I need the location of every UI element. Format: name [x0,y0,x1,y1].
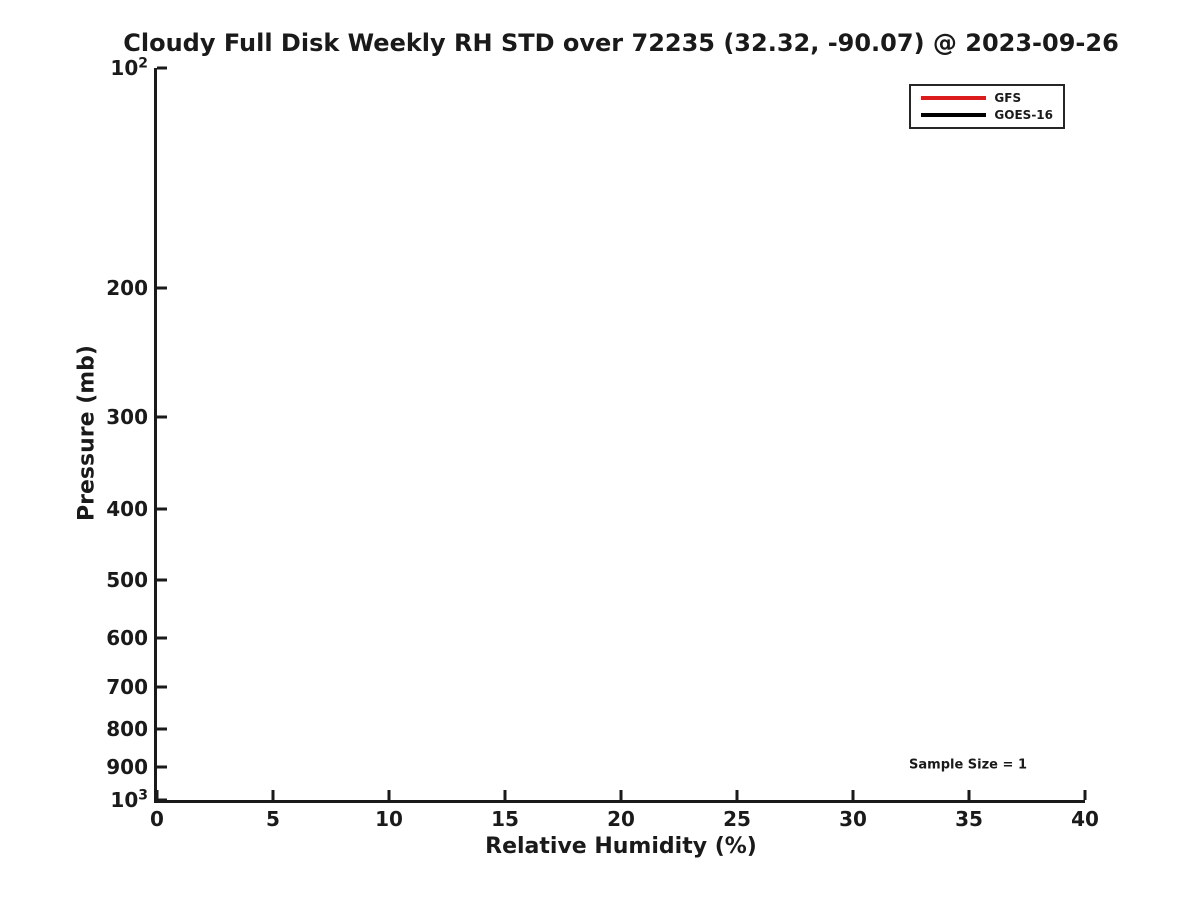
legend: GFS GOES-16 [909,84,1065,129]
y-tick-mark [157,727,167,731]
y-tick-mark [157,66,167,70]
y-tick-mark [157,765,167,768]
x-tick-mark [735,790,739,800]
y-tick-label: 800 [106,717,148,742]
x-tick-mark [387,790,391,800]
x-tick-label: 0 [150,807,164,831]
x-tick-mark [851,790,855,800]
x-tick-mark [619,790,623,800]
x-axis-spine [154,800,1085,803]
legend-line-swatch [921,96,987,100]
y-tick-mark [157,578,167,582]
y-tick-mark [157,685,167,689]
legend-entry-label: GOES-16 [994,108,1053,122]
y-tick-label: 900 [106,754,148,779]
x-tick-label: 5 [266,807,280,831]
x-tick-mark [503,790,507,800]
y-tick-mark [157,415,167,419]
legend-entry: GFS [921,91,1053,105]
chart-title: Cloudy Full Disk Weekly RH STD over 7223… [123,29,1119,57]
legend-entry: GOES-16 [921,108,1053,122]
x-tick-mark [1083,790,1087,800]
y-tick-mark [157,286,167,290]
y-axis-label: Pressure (mb) [74,345,100,521]
y-tick-exponent: 3 [138,787,148,804]
y-tick-label: 300 [106,405,148,430]
x-tick-label: 30 [839,807,867,831]
y-tick-label: 500 [106,567,148,592]
y-tick-label: 200 [106,276,148,301]
y-tick-label: 102 [110,55,148,80]
sample-size-annotation: Sample Size = 1 [909,757,1027,773]
x-tick-mark [155,790,159,800]
y-tick-label: 400 [106,496,148,521]
legend-line-swatch [921,113,987,117]
y-tick-label: 700 [106,674,148,699]
x-tick-label: 10 [375,807,403,831]
y-tick-label: 600 [106,625,148,650]
y-axis-spine [154,68,157,803]
x-tick-mark [967,790,971,800]
x-axis-label: Relative Humidity (%) [485,834,757,859]
y-tick-mark [157,636,167,640]
x-tick-label: 20 [607,807,635,831]
x-tick-label: 35 [955,807,983,831]
y-tick-mark [157,507,167,511]
y-tick-label: 103 [110,787,148,812]
x-tick-label: 25 [723,807,751,831]
x-tick-mark [271,790,275,800]
x-tick-label: 15 [491,807,519,831]
legend-entry-label: GFS [994,91,1022,105]
y-tick-mark [157,798,167,802]
x-tick-label: 40 [1071,807,1099,831]
plot-area: 0 5 10 15 20 25 30 35 40 102 200 300 400 500 600 700 80… [106,56,1099,831]
y-tick-exponent: 2 [138,55,148,72]
